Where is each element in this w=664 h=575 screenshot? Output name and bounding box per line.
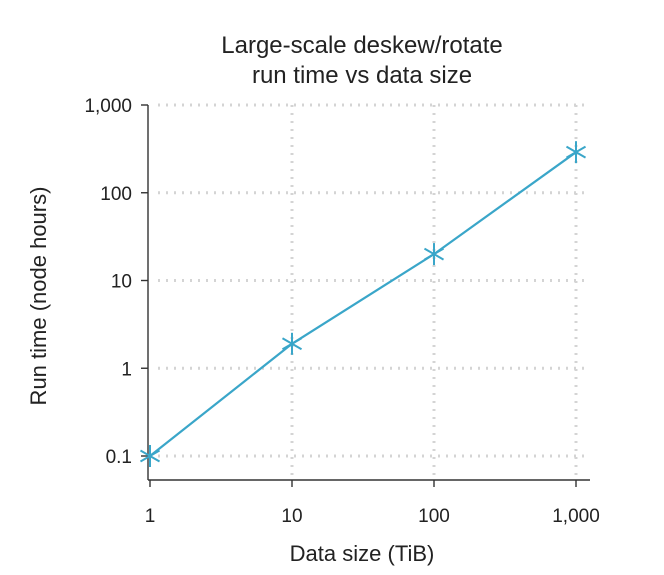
chart-title-line-2: run time vs data size <box>252 62 472 89</box>
x-tick-label: 1 <box>145 506 156 527</box>
axes <box>141 104 590 487</box>
y-tick-label: 0.1 <box>106 447 132 468</box>
x-axis-label: Data size (TiB) <box>290 541 435 566</box>
y-axis-label: Run time (node hours) <box>26 187 51 406</box>
x-tick-label: 100 <box>418 506 450 527</box>
data-point <box>423 243 445 266</box>
y-tick-label: 100 <box>100 184 132 205</box>
data-point <box>281 332 303 355</box>
chart-title-line-1: Large-scale deskew/rotate <box>221 32 502 59</box>
data-point <box>565 141 587 164</box>
x-tick-label: 1,000 <box>552 506 600 527</box>
x-tick-label: 10 <box>281 506 302 527</box>
marker-stroke <box>565 145 587 159</box>
marker-stroke <box>139 449 161 463</box>
y-tick-label: 10 <box>111 272 132 293</box>
tick-labels: 1 10 100 1,000 0.1 1 10 100 1,000 <box>84 96 599 527</box>
grid <box>158 103 590 480</box>
series-line <box>149 151 577 457</box>
data-point <box>139 445 161 467</box>
series-layer <box>139 141 587 467</box>
y-tick-label: 1 <box>121 359 132 380</box>
y-tick-label: 1,000 <box>84 96 132 117</box>
marker-stroke <box>281 337 303 351</box>
marker-stroke <box>423 247 445 261</box>
